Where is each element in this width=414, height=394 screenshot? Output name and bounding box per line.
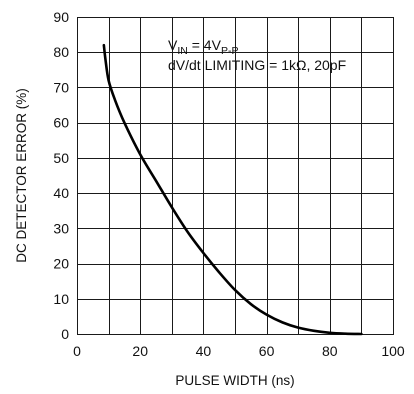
y-tick-label: 0 bbox=[61, 326, 69, 342]
y-tick-label: 20 bbox=[53, 256, 69, 272]
x-axis-label: PULSE WIDTH (ns) bbox=[175, 373, 294, 388]
x-tick-label: 60 bbox=[259, 343, 275, 359]
y-tick-label: 90 bbox=[53, 9, 69, 25]
annotation-pp-subscript: P-P bbox=[221, 45, 239, 57]
y-tick-label: 60 bbox=[53, 115, 69, 131]
y-tick-label: 70 bbox=[53, 79, 69, 95]
annotation-line-1: VIN = 4VP-P bbox=[168, 37, 238, 57]
x-tick-labels: 0 20 40 60 80 100 bbox=[73, 343, 405, 359]
annotation-equals: = 4V bbox=[188, 37, 222, 53]
x-tick-label: 40 bbox=[196, 343, 212, 359]
x-tick-label: 100 bbox=[381, 343, 405, 359]
y-tick-label: 10 bbox=[53, 291, 69, 307]
series-group bbox=[102, 43, 363, 336]
annotation-in-subscript: IN bbox=[177, 45, 188, 57]
y-tick-labels: 0 10 20 30 40 50 60 70 80 90 bbox=[53, 9, 69, 342]
y-axis-label: DC DETECTOR ERROR (%) bbox=[14, 88, 29, 263]
annotation-v: V bbox=[168, 37, 178, 53]
annotation-line-2: dV/dt LIMITING = 1kΩ, 20pF bbox=[168, 57, 346, 73]
x-tick-label: 0 bbox=[73, 343, 81, 359]
plot-frame bbox=[76, 16, 395, 336]
y-tick-label: 50 bbox=[53, 150, 69, 166]
y-tick-label: 80 bbox=[53, 44, 69, 60]
series-line bbox=[102, 43, 363, 336]
y-tick-label: 30 bbox=[53, 220, 69, 236]
x-tick-label: 20 bbox=[132, 343, 148, 359]
x-tick-label: 80 bbox=[322, 343, 338, 359]
y-tick-label: 40 bbox=[53, 185, 69, 201]
plot-border bbox=[76, 16, 395, 336]
